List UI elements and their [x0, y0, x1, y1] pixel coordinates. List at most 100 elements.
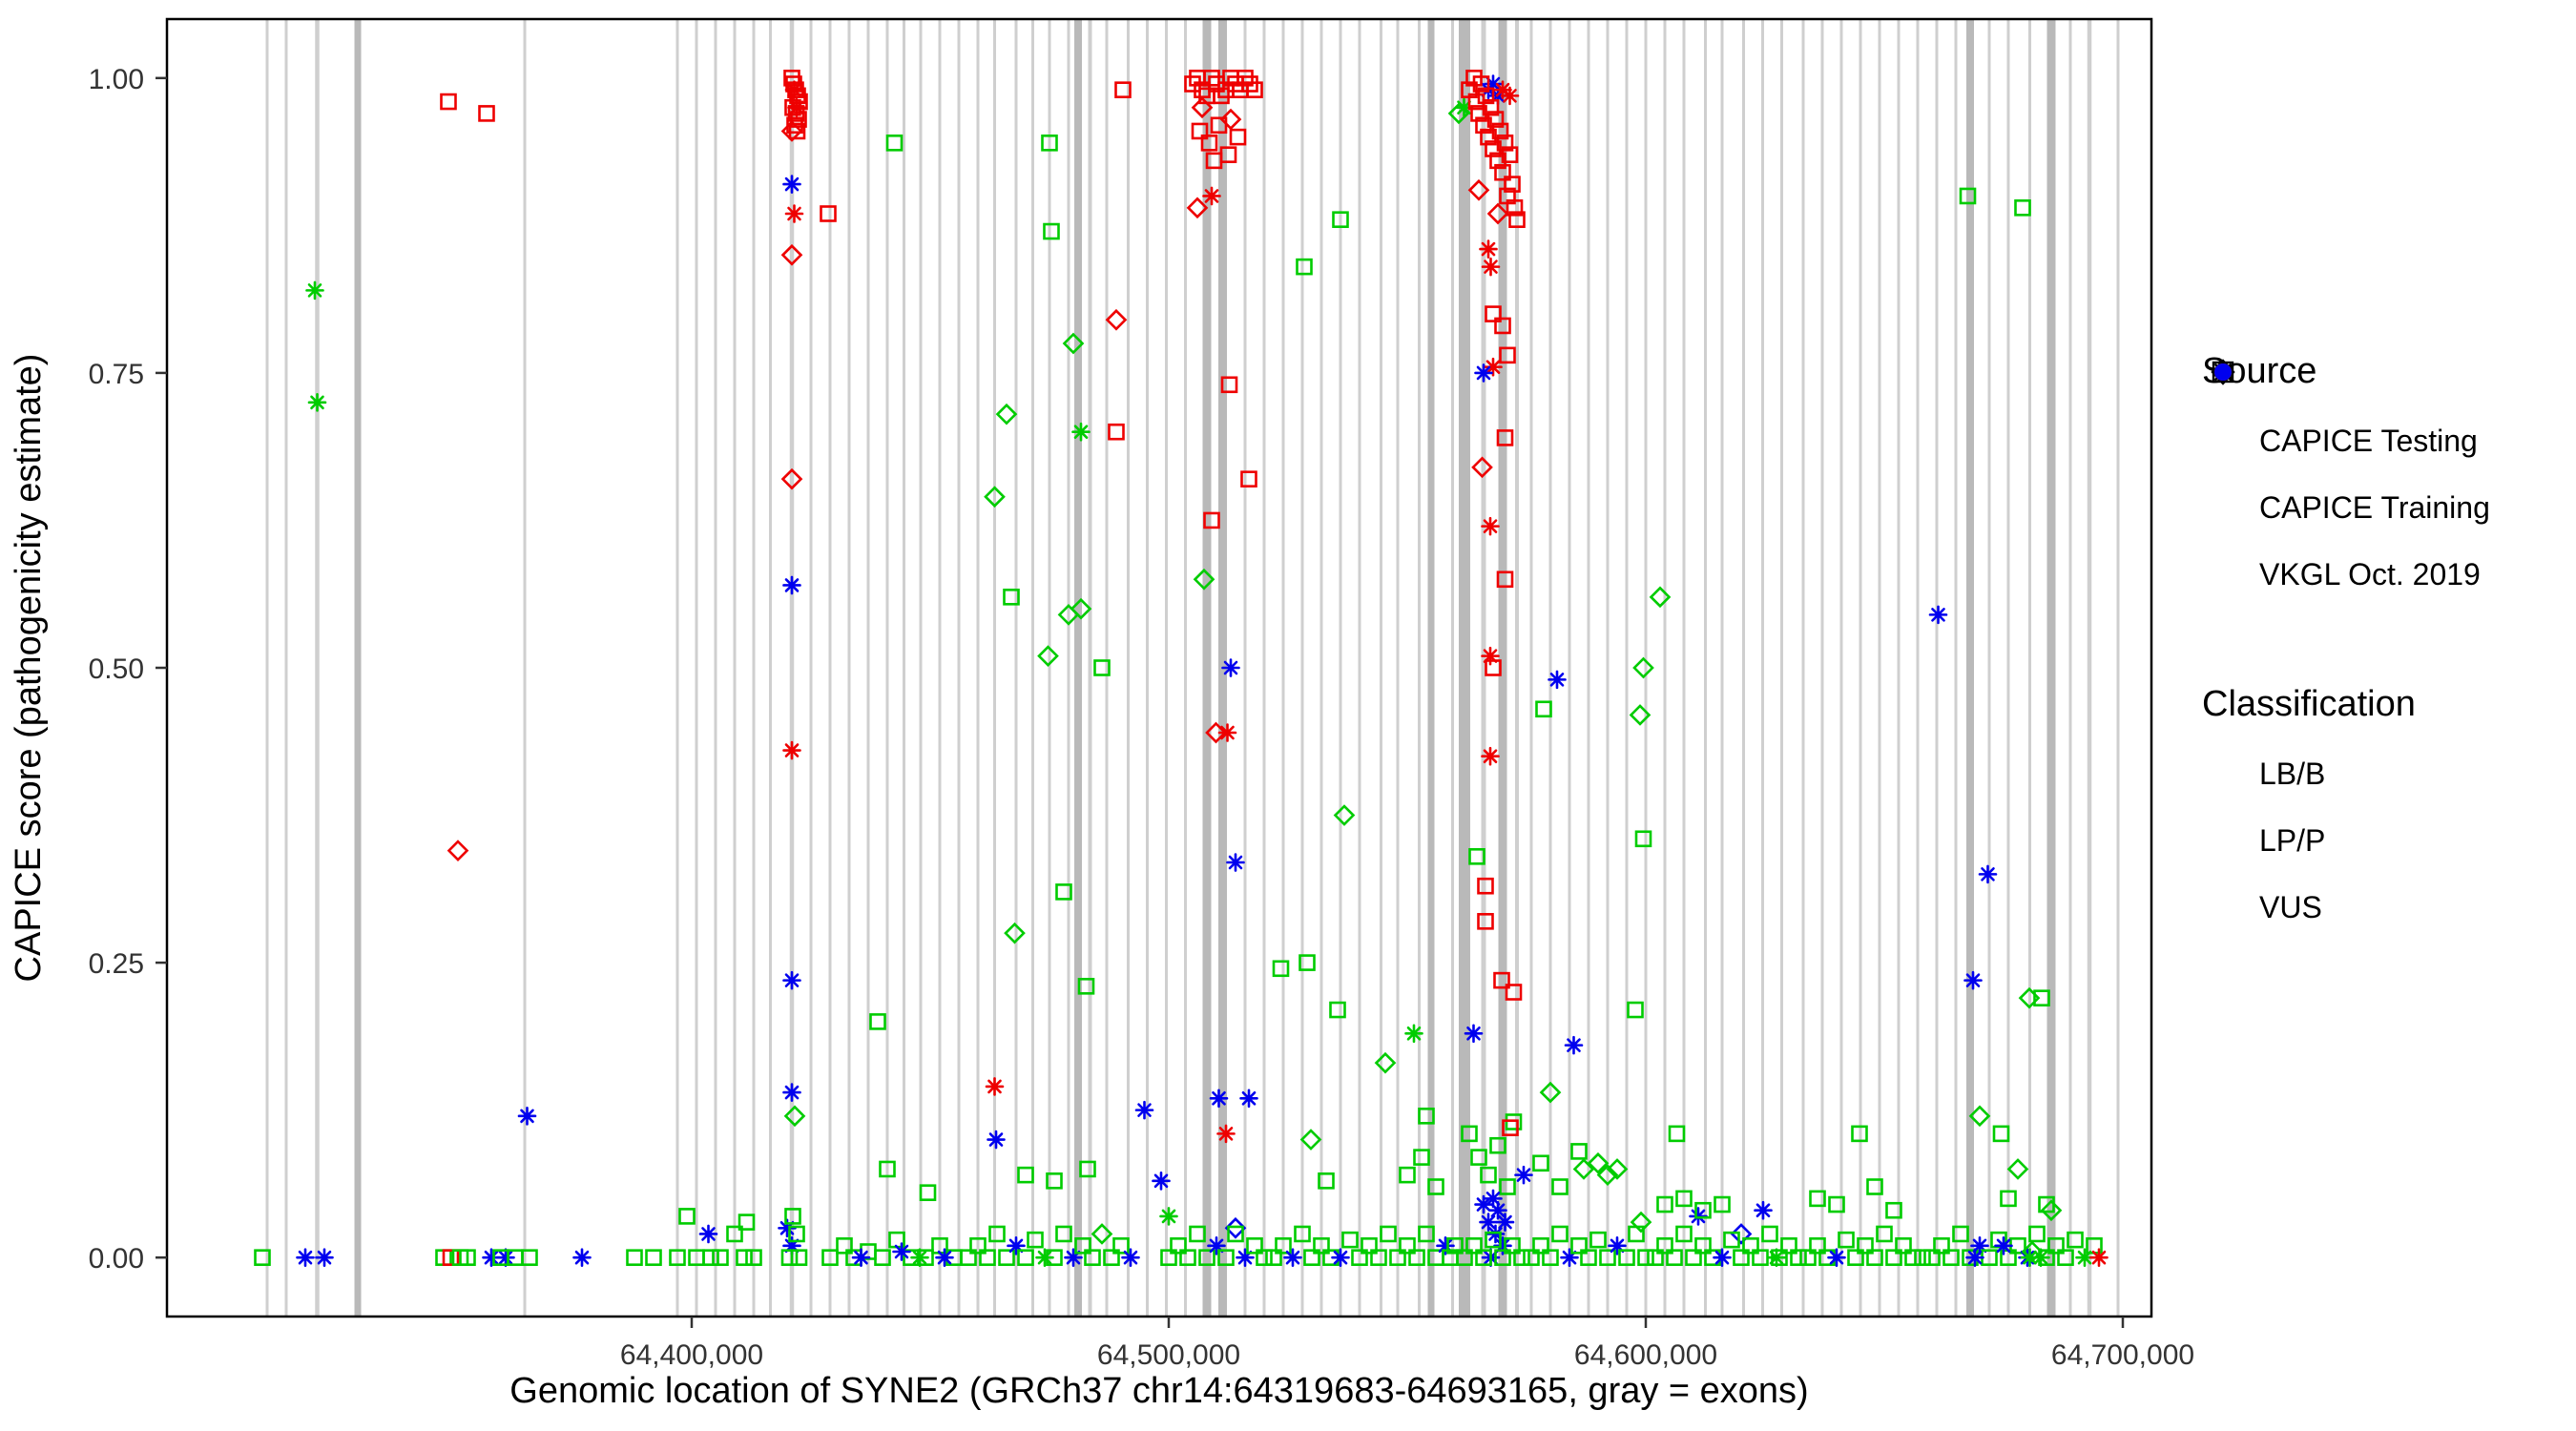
point-square-training	[1876, 1225, 1893, 1243]
point-square-training	[1227, 75, 1244, 93]
point-square-training	[1513, 1249, 1530, 1266]
exon-band	[1987, 19, 1991, 1317]
point-asterisk-vkgl	[1064, 1248, 1083, 1267]
point-square-training	[1523, 1249, 1540, 1266]
exon-band	[903, 19, 905, 1317]
point-asterisk-vkgl	[572, 1248, 592, 1267]
point-square-training	[1205, 152, 1223, 170]
exon-band	[714, 19, 717, 1317]
exon-band	[1074, 19, 1082, 1317]
point-square-training	[1496, 429, 1514, 446]
point-square-training	[1618, 1249, 1635, 1266]
exon-band	[1281, 19, 1285, 1317]
point-asterisk-vkgl	[1436, 1236, 1455, 1255]
point-asterisk-vkgl	[1479, 1213, 1498, 1232]
axis-ticks-layer: 64,400,000 64,500,000 64,600,000 64,700,000…	[89, 64, 2194, 1371]
point-square-training	[1313, 1237, 1330, 1255]
exon-band	[1146, 19, 1149, 1317]
point-asterisk-vkgl	[1495, 1213, 1515, 1232]
point-square-training	[1220, 376, 1238, 394]
exon-band	[828, 19, 832, 1317]
point-square-training	[1668, 1125, 1686, 1143]
point-square-training	[1294, 1225, 1311, 1243]
exon-band	[769, 19, 772, 1317]
legend-item-vus: VUS	[2202, 363, 2565, 941]
exon-band	[809, 19, 813, 1317]
point-square-training	[2057, 1249, 2074, 1266]
point-square-training	[1885, 1201, 1902, 1219]
point-square-training	[874, 1249, 891, 1266]
point-asterisk-vkgl	[1202, 186, 1221, 206]
point-square-training	[1074, 1237, 1091, 1255]
point-asterisk-vkgl	[1767, 1248, 1786, 1267]
point-square-training	[960, 1249, 977, 1266]
point-square-training	[2000, 1190, 2017, 1208]
point-square-training	[1418, 1108, 1435, 1125]
point-square-training	[1229, 128, 1247, 146]
point-square-training	[1329, 1001, 1346, 1019]
point-square-training	[1213, 87, 1230, 105]
point-square-training	[1241, 75, 1258, 93]
exon-band	[1048, 19, 1051, 1317]
legend-item-lbb: LB/B	[2202, 363, 2565, 807]
exon-band	[1481, 19, 1486, 1317]
exon-band	[523, 19, 527, 1317]
exon-band	[1202, 19, 1212, 1317]
point-square-training	[1265, 1249, 1282, 1266]
point-square-training	[1475, 116, 1492, 135]
point-asterisk-vkgl	[782, 970, 801, 990]
point-square-training	[1494, 163, 1511, 181]
point-square-training	[1217, 1249, 1235, 1266]
point-diamond-testing	[1191, 96, 1214, 119]
exon-band	[1418, 19, 1421, 1317]
exon-band	[1088, 19, 1092, 1317]
point-square-training	[2014, 199, 2031, 217]
point-square-training	[1480, 1166, 1497, 1184]
point-square-training	[521, 1249, 538, 1266]
point-asterisk-vkgl	[1488, 1200, 1507, 1220]
point-asterisk-vkgl	[1754, 1200, 1773, 1220]
point-square-training	[1838, 1231, 1855, 1249]
point-asterisk-vkgl	[1331, 1248, 1350, 1267]
exon-band	[885, 19, 889, 1317]
point-square-training	[1542, 1249, 1559, 1266]
point-square-training	[1296, 258, 1313, 276]
point-diamond-testing	[1193, 568, 1215, 591]
point-diamond-testing	[1471, 456, 1493, 479]
point-square-training	[1589, 1231, 1607, 1249]
legend-label: CAPICE Testing	[2259, 423, 2478, 458]
exon-band	[1916, 19, 1920, 1317]
point-diamond-testing	[1486, 202, 1509, 225]
exon-band	[1243, 19, 1247, 1317]
point-square-training	[820, 205, 837, 222]
exon-band	[1625, 19, 1629, 1317]
point-square-training	[2033, 989, 2050, 1006]
point-square-training	[1046, 1172, 1063, 1190]
exon-band	[1742, 19, 1745, 1317]
point-diamond-testing	[1730, 1223, 1753, 1245]
point-asterisk-vkgl	[1481, 646, 1500, 666]
point-asterisk-vkgl	[1152, 1172, 1171, 1191]
point-asterisk-vkgl	[1474, 363, 1493, 383]
point-asterisk-vkgl	[1928, 605, 1948, 625]
point-asterisk-vkgl	[1464, 1024, 1484, 1044]
point-asterisk-vkgl	[1485, 1224, 1506, 1244]
point-diamond-testing	[984, 486, 1006, 508]
point-asterisk-vkgl	[1484, 357, 1503, 377]
point-asterisk-vkgl	[851, 1248, 871, 1267]
point-square-training	[1361, 1237, 1378, 1255]
exon-band	[789, 19, 795, 1317]
point-diamond-testing	[1004, 922, 1026, 944]
point-asterisk-vkgl	[782, 175, 801, 194]
point-diamond-testing	[1630, 1211, 1652, 1234]
point-square-training	[1489, 1136, 1506, 1154]
point-diamond-testing	[1572, 1158, 1595, 1180]
point-asterisk-vkgl	[1514, 1165, 1533, 1185]
point-square-training	[1666, 1249, 1683, 1266]
point-square-training	[1733, 1249, 1750, 1266]
point-square-training	[1599, 1249, 1616, 1266]
exon-band	[1568, 19, 1571, 1317]
point-square-training	[1723, 1231, 1740, 1249]
point-diamond-testing	[783, 1105, 806, 1128]
